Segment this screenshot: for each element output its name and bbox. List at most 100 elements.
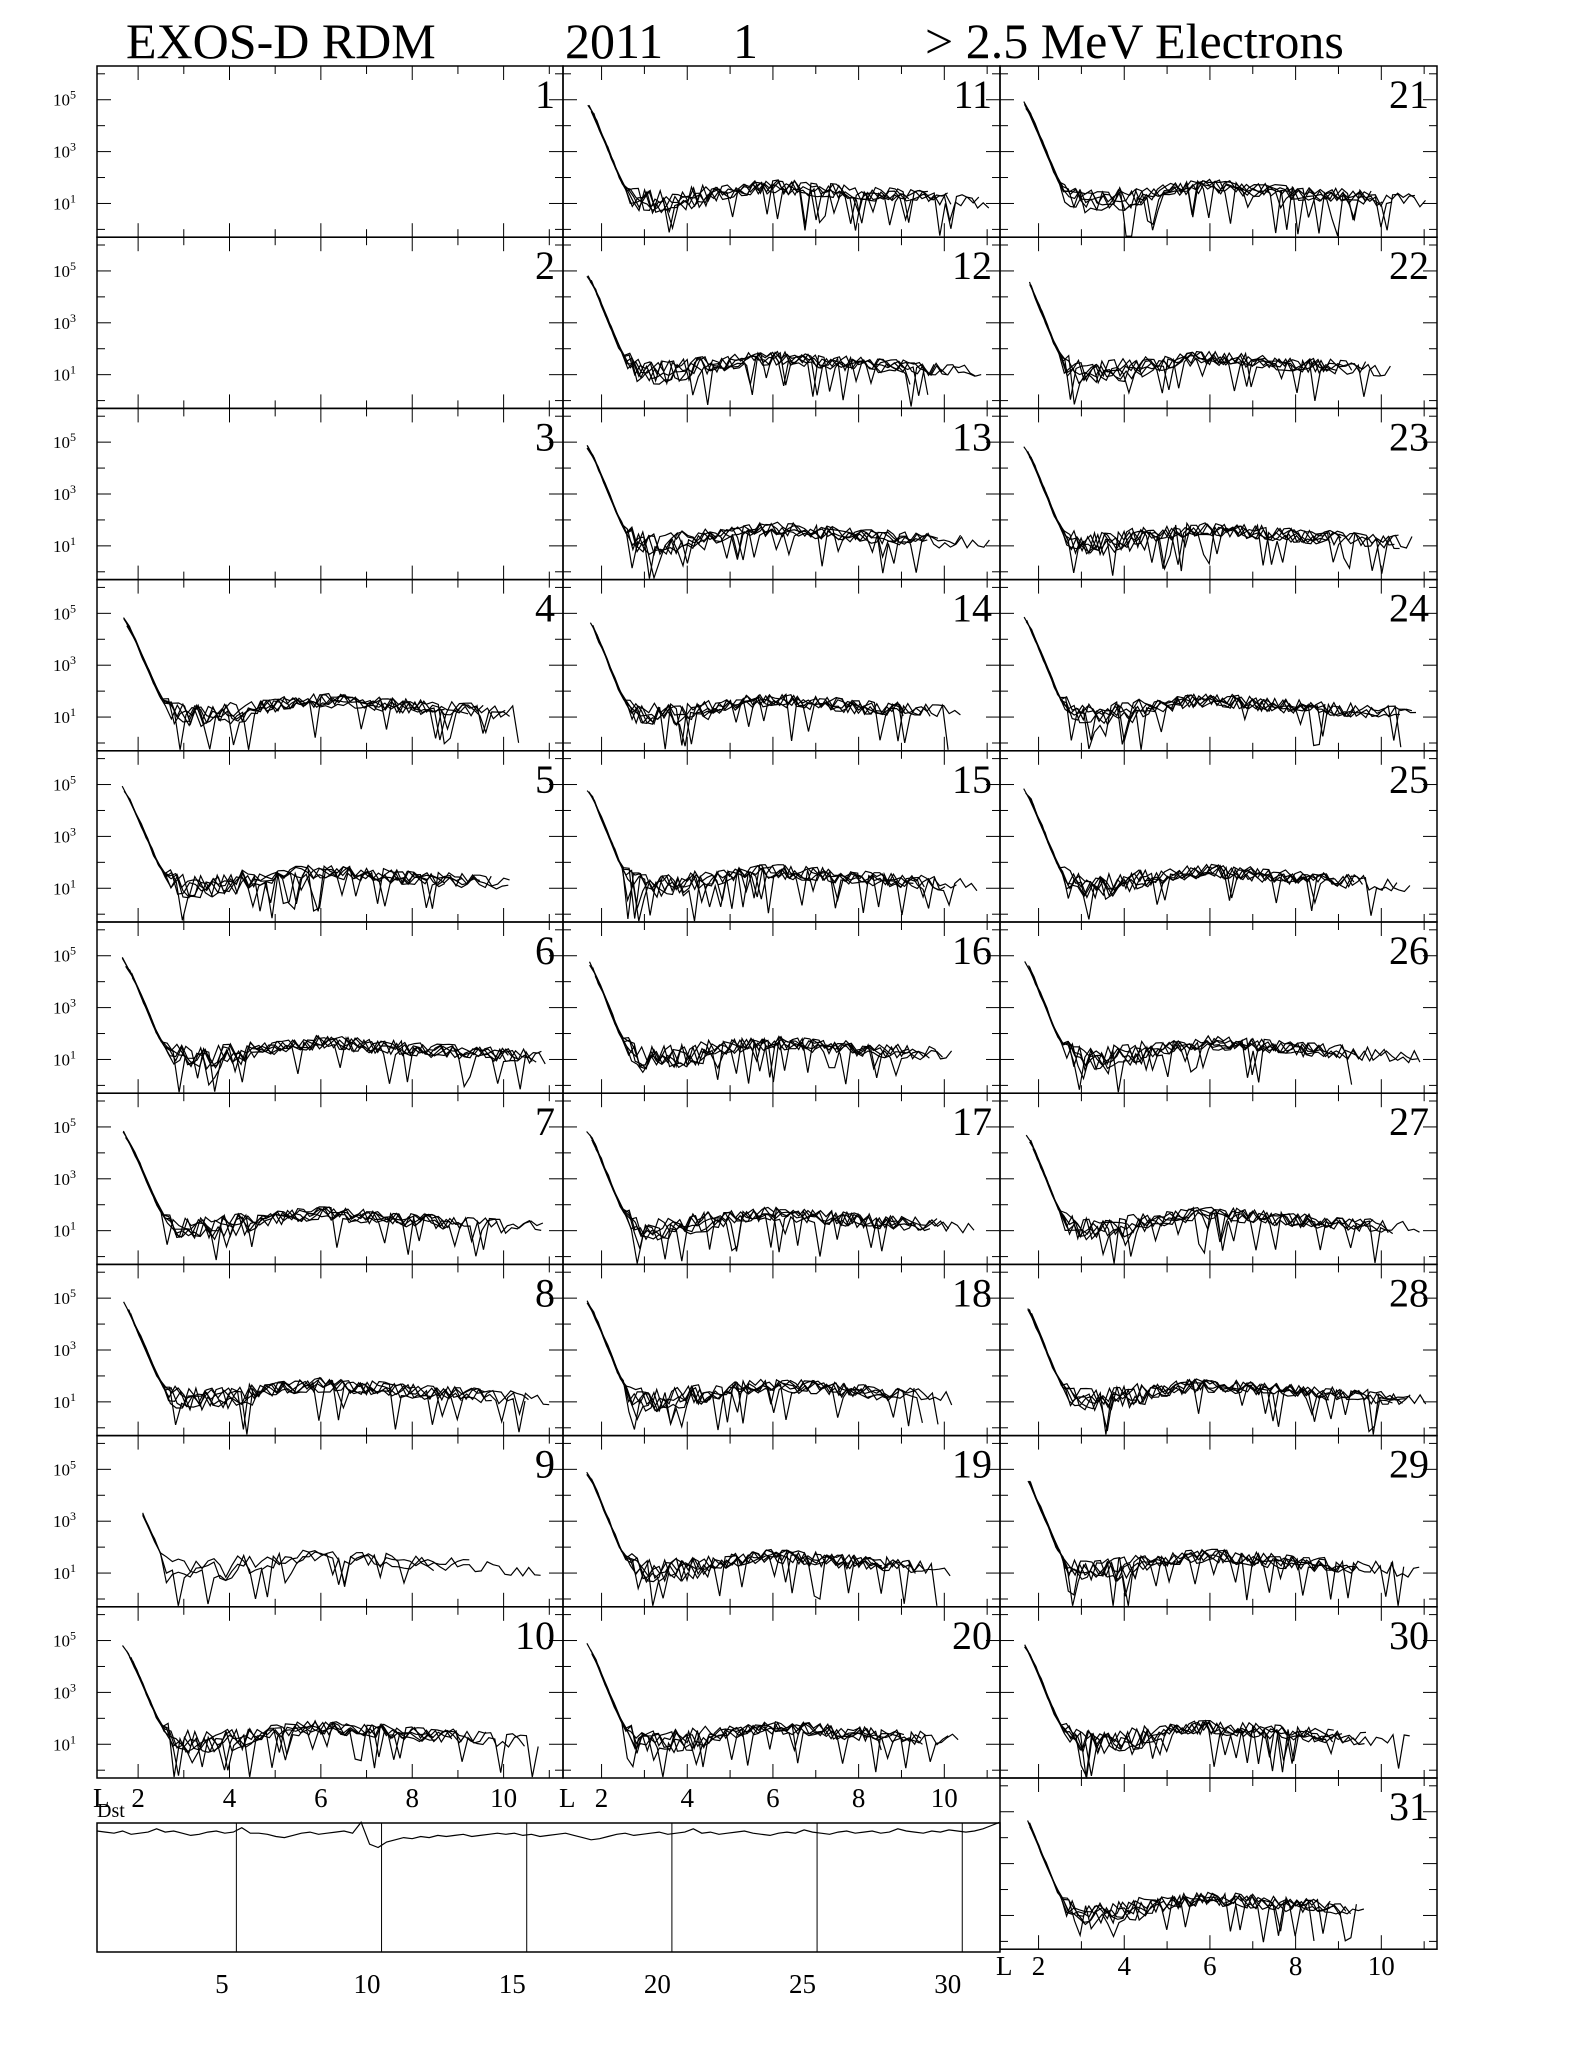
panel-frame <box>999 750 1438 923</box>
day-number: 10 <box>515 1613 555 1658</box>
day-number: 24 <box>1389 586 1429 631</box>
x-axis-labels-col3: L 2 4 6 8 10 <box>996 1951 1395 1981</box>
day-number: 15 <box>952 757 992 802</box>
y-tick-label: 103 <box>53 1338 76 1360</box>
flux-curve <box>589 281 947 397</box>
y-tick-label: 105 <box>53 601 76 623</box>
y-tick-label: 103 <box>53 140 76 162</box>
panel-frame <box>562 1606 1001 1779</box>
day-panel-11: 11 <box>562 65 1001 238</box>
flux-curve <box>586 1643 922 1762</box>
panel-frame <box>999 65 1438 238</box>
species-label: > 2.5 MeV Electrons <box>925 13 1344 69</box>
flux-curve <box>596 1320 915 1427</box>
flux-curve <box>1025 621 1417 741</box>
flux-curve <box>1032 978 1418 1081</box>
flux-curve <box>1028 1480 1420 1597</box>
flux-curve <box>1030 286 1367 400</box>
day-number: 1 <box>535 72 555 117</box>
day-panel-29: 29 <box>999 1434 1438 1608</box>
flux-curve <box>587 1303 923 1424</box>
y-tick-label: 103 <box>53 482 76 504</box>
flux-curve <box>591 1139 938 1257</box>
flux-curve <box>142 1515 470 1606</box>
day-number: 22 <box>1389 243 1429 288</box>
panel-frame <box>96 921 564 1094</box>
flux-curve <box>130 1657 453 1778</box>
day-panel-22: 22 <box>999 236 1438 410</box>
day-number: 28 <box>1389 1270 1429 1315</box>
x-tick-label: 2 <box>595 1783 609 1813</box>
x-tick-label: 8 <box>405 1783 419 1813</box>
flux-curve <box>590 1477 926 1599</box>
dst-x-tick-label: 20 <box>644 1969 671 1999</box>
flux-curve <box>125 1137 542 1257</box>
day-panel-18: 18 <box>562 1263 1001 1437</box>
flux-curve <box>1024 104 1415 235</box>
day-panel-13: 13 <box>562 407 1001 581</box>
flux-curve <box>593 117 952 226</box>
flux-curve <box>592 1481 889 1583</box>
day-panel-27: 27 <box>999 1092 1438 1266</box>
flux-curve <box>123 617 510 745</box>
x-tick-label: 6 <box>1203 1951 1217 1981</box>
dst-x-tick-label: 30 <box>934 1969 961 1999</box>
x-tick-label: 4 <box>680 1783 694 1813</box>
day-panel-8: 105 103 101 8 <box>53 1263 564 1437</box>
day-panel-24: 24 <box>999 578 1438 752</box>
day-number: 20 <box>952 1613 992 1658</box>
x-tick-label: 6 <box>314 1783 328 1813</box>
day-panel-30: 30 <box>999 1606 1438 1780</box>
flux-curve <box>586 275 911 401</box>
flux-curve <box>128 1309 462 1421</box>
flux-curve <box>1033 294 1353 395</box>
day-panel-15: 15 <box>562 750 1001 923</box>
flux-curve <box>586 445 962 559</box>
flux-curve <box>121 785 509 912</box>
day-number: 27 <box>1389 1099 1429 1144</box>
flux-curve <box>130 1313 529 1430</box>
flux-curve <box>1023 788 1398 899</box>
flux-curve <box>1029 1312 1393 1422</box>
flux-curve <box>122 1130 451 1244</box>
flux-curve <box>1032 633 1413 737</box>
flux-curve <box>589 622 931 747</box>
day-panel-26: 26 <box>999 921 1438 1094</box>
y-tick-label: 101 <box>53 1047 76 1069</box>
flux-curve <box>588 791 957 916</box>
panel-frame <box>562 236 1001 410</box>
day-number: 11 <box>953 72 992 117</box>
x-axis-labels-col2: L 2 4 6 8 10 <box>559 1783 958 1813</box>
flux-curve <box>1028 966 1320 1076</box>
flux-curve <box>587 275 929 407</box>
day-panel-25: 25 <box>999 750 1438 923</box>
flux-curve <box>1028 1822 1331 1943</box>
day-panel-31: 31 <box>999 1777 1438 1950</box>
flux-curve <box>1029 1826 1315 1941</box>
y-tick-label: 101 <box>53 1732 76 1754</box>
x-tick-label: 8 <box>1289 1951 1303 1981</box>
y-tick-label: 103 <box>53 824 76 846</box>
flux-curve <box>591 966 943 1078</box>
flux-curve <box>1027 1820 1352 1930</box>
day-panel-17: 17 <box>562 1092 1001 1266</box>
flux-curve <box>132 1150 544 1261</box>
day-panel-10: 105 103 101 10 <box>53 1606 564 1779</box>
flux-curve <box>1029 1312 1427 1420</box>
day-number: 30 <box>1389 1613 1429 1658</box>
flux-curve <box>1028 456 1342 576</box>
x-tick-label: 4 <box>1117 1951 1131 1981</box>
flux-curve <box>595 293 976 405</box>
x-axis-title: L <box>93 1783 110 1813</box>
day-number: 13 <box>952 414 992 459</box>
flux-curve <box>131 972 542 1092</box>
y-tick-label: 103 <box>53 311 76 333</box>
day-panel-1: 105 103 101 1 <box>53 65 564 238</box>
flux-curve <box>1029 1141 1420 1263</box>
flux-curve <box>586 1300 900 1429</box>
flux-curve <box>586 1471 883 1583</box>
flux-curve <box>1029 626 1354 742</box>
day-panel-21: 21 <box>999 65 1438 238</box>
flux-curve <box>1023 616 1326 750</box>
